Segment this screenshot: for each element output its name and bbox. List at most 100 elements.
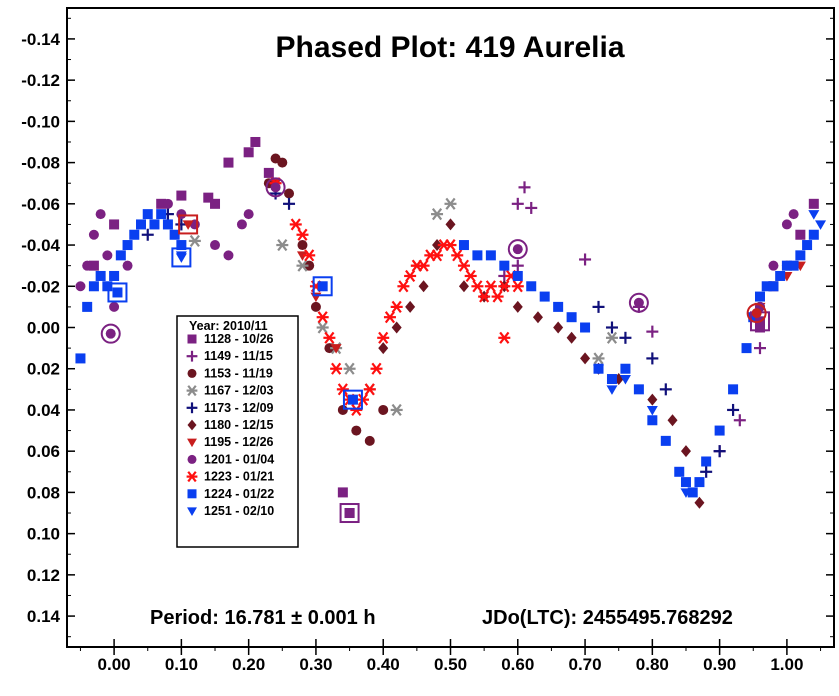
data-point: [82, 301, 93, 312]
highlighted-point: [270, 182, 281, 193]
data-point: [620, 363, 631, 374]
data-point: [498, 331, 511, 344]
data-point: [539, 291, 550, 302]
legend-title: Year: 2010/11: [189, 319, 268, 333]
data-point: [122, 260, 133, 271]
data-point: [451, 249, 464, 262]
data-point: [553, 301, 564, 312]
legend-label: 1128 - 10/26: [204, 332, 274, 346]
legend-item: 1153 - 11/19: [187, 366, 273, 380]
y-tick-label: 0.00: [27, 319, 60, 338]
legend-label: 1195 - 12/26: [204, 435, 274, 449]
data-point: [694, 496, 705, 509]
x-tick-label: 0.20: [232, 655, 265, 674]
data-point: [647, 393, 658, 406]
highlighted-point: [347, 394, 358, 405]
legend-label: 1201 - 01/04: [204, 452, 274, 466]
data-point: [432, 239, 443, 252]
x-tick-label: 0.30: [299, 655, 332, 674]
data-point: [701, 456, 712, 467]
data-point: [296, 251, 308, 261]
legend-label: 1149 - 11/15: [204, 349, 273, 363]
data-point: [754, 291, 765, 302]
data-point: [484, 280, 497, 293]
x-tick-label: 0.40: [367, 655, 400, 674]
data-point: [580, 352, 591, 365]
legend-item: 1251 - 02/10: [187, 504, 274, 518]
data-point: [378, 342, 389, 355]
data-point: [162, 198, 173, 209]
data-point: [713, 445, 726, 458]
legend-box: [176, 315, 299, 548]
legend-label: 1180 - 12/15: [204, 418, 274, 432]
x-tick-label: 0.80: [636, 655, 669, 674]
data-point: [659, 383, 672, 396]
legend-marker: [187, 438, 197, 448]
x-tick-label: 0.70: [569, 655, 602, 674]
data-point: [122, 240, 133, 251]
data-point: [457, 259, 470, 272]
data-point: [417, 259, 430, 272]
legend-item: 1223 - 01/21: [186, 470, 274, 484]
highlighted-point-ring: [339, 503, 360, 524]
data-point: [518, 181, 531, 194]
series-1223: [269, 177, 524, 417]
data-point: [566, 331, 577, 344]
data-point: [357, 393, 370, 406]
data-point: [297, 240, 308, 251]
data-point: [781, 219, 792, 230]
data-point: [223, 157, 234, 168]
data-point: [526, 281, 537, 292]
data-point: [336, 383, 349, 396]
y-axis: -0.14 -0.12 -0.10 -0.08 -0.06 -0.04 -0.02 0.00 0…: [21, 17, 834, 638]
data-point: [289, 218, 302, 231]
highlighted-point-ring: [628, 292, 649, 313]
chart-title: Phased Plot: 419 Aurelia: [275, 31, 624, 64]
data-point: [605, 321, 618, 334]
data-point: [795, 229, 806, 240]
data-point: [310, 301, 321, 312]
data-point: [391, 321, 402, 334]
data-point: [75, 353, 86, 364]
highlighted-point-ring: [107, 282, 128, 303]
data-point: [815, 220, 827, 230]
legend-marker: [187, 334, 197, 344]
data-point: [485, 250, 496, 261]
data-point: [802, 240, 813, 251]
data-point: [472, 250, 483, 261]
y-tick-label: 0.02: [27, 360, 60, 379]
highlighted-point: [317, 281, 328, 292]
data-point: [162, 219, 173, 230]
highlighted-point: [512, 244, 523, 255]
data-point: [330, 362, 343, 375]
data-point: [646, 325, 659, 338]
highlighted-point-ring: [178, 214, 199, 235]
data-point: [310, 292, 322, 303]
data-point: [808, 229, 819, 240]
data-point: [390, 403, 403, 417]
x-tick-label: 0.50: [434, 655, 467, 674]
data-point: [337, 487, 348, 498]
data-point: [136, 219, 147, 230]
data-point: [680, 488, 692, 498]
data-point: [350, 403, 363, 417]
data-point: [383, 311, 396, 324]
data-point: [316, 321, 329, 334]
data-point: [768, 260, 779, 271]
data-point: [646, 352, 659, 365]
data-point: [491, 290, 504, 303]
data-point: [444, 238, 457, 252]
epoch-label: JDo(LTC): 2455495.768292: [482, 607, 733, 629]
data-point: [532, 311, 543, 324]
data-point: [276, 238, 289, 252]
y-tick-label: 0.06: [27, 442, 60, 461]
data-point: [95, 270, 106, 281]
data-point: [330, 344, 342, 354]
data-point: [694, 477, 705, 488]
highlighted-point: [633, 297, 644, 308]
data-point: [418, 280, 429, 293]
data-point: [210, 198, 221, 209]
legend-item: 1149 - 11/15: [186, 349, 273, 363]
legend-marker: [187, 368, 197, 378]
data-point: [88, 260, 99, 271]
